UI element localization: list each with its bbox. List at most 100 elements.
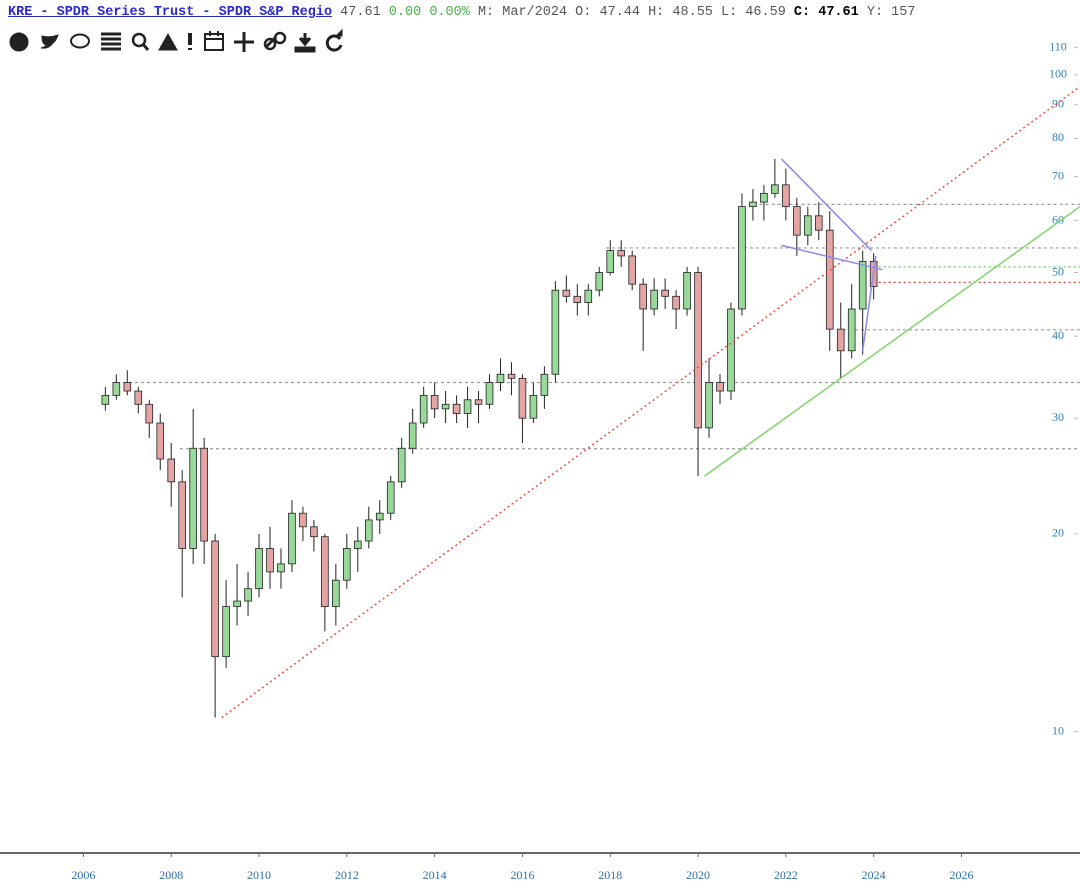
candle-body	[661, 289, 669, 297]
y-tick-label: 80	[1052, 130, 1064, 144]
candle-body	[683, 272, 691, 310]
y-tick-label: 70	[1052, 168, 1064, 182]
candle-body	[211, 540, 219, 658]
candle-body	[804, 215, 812, 236]
candle-body	[310, 526, 318, 538]
candle-body	[738, 206, 746, 310]
y-tick-label: 10	[1052, 723, 1064, 737]
candle-body	[332, 579, 340, 607]
candle-body	[156, 422, 165, 460]
candle-body	[672, 295, 680, 310]
candle-body	[354, 540, 362, 549]
candle-body	[474, 399, 483, 405]
candle-body	[727, 308, 735, 392]
candle-body	[485, 382, 494, 405]
candle-body	[705, 382, 713, 429]
y-tick-label: 110	[1049, 39, 1067, 53]
candle-body	[749, 201, 757, 208]
candle-body	[123, 382, 132, 392]
candle-body	[716, 382, 724, 392]
candle-body	[134, 390, 143, 405]
candle-body	[364, 519, 373, 542]
candle-body	[200, 447, 208, 542]
candle-body	[178, 481, 186, 549]
candle-body	[255, 548, 263, 590]
candle-body	[606, 250, 615, 273]
candle-body	[562, 289, 571, 297]
symbol-link[interactable]: KRE - SPDR Series Trust - SPDR S&P Regio	[8, 5, 333, 20]
header: KRE - SPDR Series Trust - SPDR S&P Regio…	[8, 5, 915, 20]
candle-body	[858, 260, 867, 310]
candle-body	[836, 328, 845, 352]
calendar-icon[interactable]	[204, 33, 224, 51]
x-tick-label: 2020	[686, 868, 710, 882]
comment-icon[interactable]	[70, 33, 90, 49]
x-tick-label: 2012	[335, 868, 359, 882]
candle-body	[386, 481, 395, 514]
candle-body	[584, 289, 593, 303]
ohlc: O: 47.44 H: 48.55 L: 46.59	[575, 5, 786, 20]
candle-body	[518, 377, 527, 419]
candle-body	[617, 250, 626, 257]
x-tick-label: 2010	[247, 868, 271, 882]
candle-body	[595, 272, 604, 291]
candle-body	[430, 394, 439, 410]
list-icon[interactable]	[101, 32, 121, 51]
search-icon[interactable]	[131, 32, 147, 48]
trend-line	[780, 158, 872, 252]
candle-body	[793, 206, 801, 236]
candle-body	[299, 512, 307, 528]
x-tick-label: 2006	[71, 868, 95, 882]
candle-body	[397, 447, 406, 483]
draw-icon[interactable]	[158, 32, 178, 51]
candle-body	[540, 373, 549, 396]
x-tick-label: 2018	[598, 868, 622, 882]
candle-body	[639, 283, 647, 310]
move-icon[interactable]	[234, 32, 254, 52]
candle-body	[375, 512, 384, 521]
x-tick-label: 2008	[159, 868, 183, 882]
candle-body	[628, 255, 636, 285]
candle-body	[463, 399, 472, 414]
x-tick-label: 2022	[774, 868, 798, 882]
twitter-icon[interactable]	[40, 34, 59, 49]
trend-line	[861, 255, 877, 351]
extra: Y: 157	[866, 5, 916, 20]
toolbar	[9, 28, 343, 53]
candle-body	[277, 563, 285, 573]
y-tick-label: 30	[1052, 410, 1064, 424]
x-tick-label: 2024	[862, 868, 886, 882]
candle-body	[222, 606, 230, 658]
candle-body	[507, 373, 516, 379]
candle-body	[145, 403, 154, 424]
candle-body	[343, 548, 351, 581]
dashboard-icon[interactable]	[9, 32, 29, 52]
last-price: 47.61	[340, 5, 381, 20]
candle-body	[760, 192, 768, 203]
candle-body	[551, 289, 560, 375]
candle-body	[321, 536, 329, 607]
candle-body	[408, 422, 417, 449]
y-tick-label: 90	[1052, 97, 1064, 111]
y-tick-label: 60	[1052, 212, 1064, 226]
trend-line	[781, 244, 883, 271]
x-tick-label: 2014	[423, 868, 447, 882]
candle-body	[233, 600, 241, 607]
x-tick-label: 2026	[949, 868, 973, 882]
refresh-icon[interactable]	[325, 34, 343, 52]
close: 47.61	[818, 5, 859, 20]
candle-body	[101, 394, 110, 405]
candle-body	[847, 308, 856, 352]
candle-body	[771, 184, 779, 194]
change-pct: 0.00%	[429, 5, 470, 20]
x-tick-label: 2016	[510, 868, 534, 882]
close-label: C:	[793, 5, 811, 20]
download-icon[interactable]	[294, 33, 316, 53]
candle-body	[189, 447, 197, 549]
candle-body	[650, 289, 658, 310]
y-tick-label: 100	[1049, 67, 1067, 81]
candle-body	[112, 382, 121, 396]
change: 0.00	[388, 5, 422, 20]
